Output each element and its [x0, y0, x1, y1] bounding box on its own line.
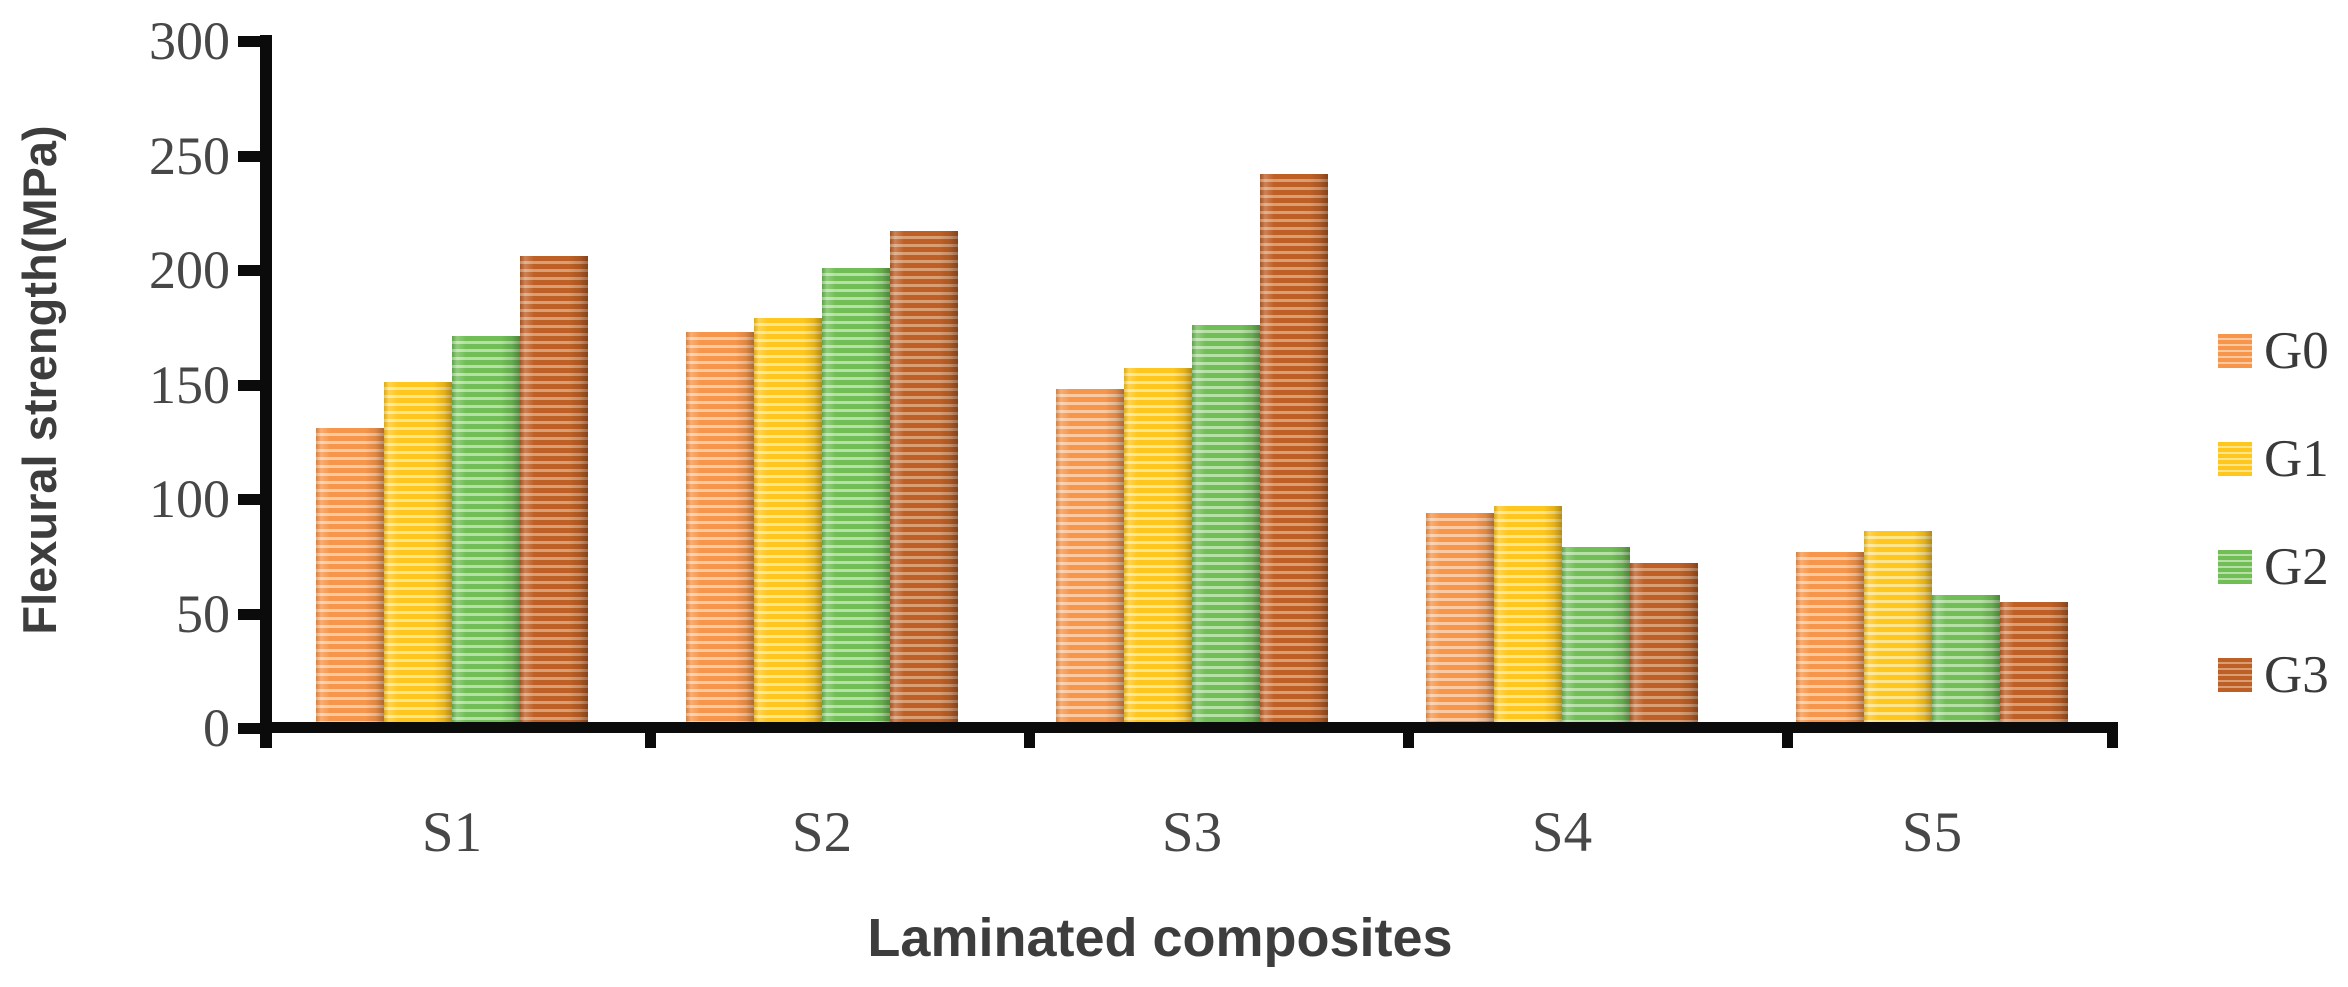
y-axis-tick: [238, 379, 266, 391]
legend-label-G0: G0: [2264, 322, 2329, 380]
bar-S2-G0: [686, 331, 754, 722]
y-axis-tick: [238, 150, 266, 162]
y-axis-line: [260, 35, 272, 733]
x-category-label-S2: S2: [791, 801, 853, 864]
y-axis-tick: [238, 723, 266, 734]
y-tick-label: 150: [149, 354, 230, 415]
bar-shading: [1796, 551, 1864, 722]
x-category-label-S1: S1: [421, 801, 483, 864]
bar-shading: [1494, 505, 1562, 722]
bar-S1-G1: [384, 382, 452, 722]
bar-shading: [520, 256, 588, 722]
y-tick-label: 300: [149, 11, 230, 71]
x-axis-line: [260, 722, 2118, 733]
x-axis-tick: [1403, 722, 1414, 748]
bar-shading: [1056, 389, 1124, 722]
y-tick-label: 50: [176, 583, 230, 644]
bar-shading: [1192, 324, 1260, 722]
bar-S4-G1: [1494, 505, 1562, 722]
bar-shading: [822, 267, 890, 722]
bar-S5-G0: [1796, 551, 1864, 722]
x-axis-tick: [1782, 722, 1793, 748]
bar-S5-G3: [2000, 602, 2068, 722]
bar-S4-G2: [1562, 547, 1630, 722]
legend-swatch-G0: [2218, 334, 2252, 368]
x-axis-corner-tick: [260, 722, 272, 748]
legend-swatch-G3: [2218, 658, 2252, 692]
bar-shading: [1124, 368, 1192, 722]
bar-S3-G0: [1056, 389, 1124, 722]
bar-shading: [384, 382, 452, 722]
x-category-label-S5: S5: [1901, 801, 1963, 864]
legend-swatch-G1: [2218, 442, 2252, 476]
bar-S3-G1: [1124, 368, 1192, 722]
bar-S3-G2: [1192, 324, 1260, 722]
legend-label-G3: G3: [2264, 646, 2329, 704]
x-category-label-S4: S4: [1531, 801, 1593, 864]
y-tick-label: 0: [203, 698, 230, 758]
y-axis-tick: [238, 36, 266, 47]
y-axis-tick: [238, 265, 266, 276]
y-tick-label: 250: [149, 125, 230, 186]
bar-S2-G3: [890, 231, 958, 722]
bar-shading: [890, 231, 958, 722]
legend-label-G2: G2: [2264, 538, 2329, 596]
y-tick-label: 100: [149, 469, 230, 529]
bar-shading: [1630, 563, 1698, 722]
bar-S2-G1: [754, 318, 822, 722]
bar-shading: [1932, 595, 2000, 722]
bar-shading: [1426, 512, 1494, 722]
bar-S5-G2: [1932, 595, 2000, 722]
x-axis-tick: [645, 722, 656, 748]
bar-S1-G2: [452, 336, 520, 722]
bar-shading: [316, 428, 384, 722]
x-axis-tick: [1024, 722, 1035, 748]
bar-shading: [2000, 602, 2068, 722]
bar-shading: [1864, 531, 1932, 722]
y-tick-label: 200: [149, 240, 230, 300]
legend-swatch-G2: [2218, 550, 2252, 584]
legend-label-G1: G1: [2264, 430, 2329, 488]
x-axis-title: Laminated composites: [867, 908, 1453, 968]
bar-S3-G3: [1260, 173, 1328, 722]
y-axis-tick: [238, 494, 266, 505]
bar-shading: [1260, 173, 1328, 722]
x-category-label-S3: S3: [1161, 801, 1223, 864]
bar-S1-G3: [520, 256, 588, 722]
bar-S2-G2: [822, 267, 890, 722]
x-axis-end-tick: [2107, 722, 2118, 748]
bar-S5-G1: [1864, 531, 1932, 722]
y-axis-tick: [238, 608, 266, 620]
bar-shading: [686, 331, 754, 722]
bar-S4-G3: [1630, 563, 1698, 722]
bar-shading: [1562, 547, 1630, 722]
bar-S1-G0: [316, 428, 384, 722]
bar-S4-G0: [1426, 512, 1494, 722]
bar-shading: [754, 318, 822, 722]
bar-shading: [452, 336, 520, 722]
